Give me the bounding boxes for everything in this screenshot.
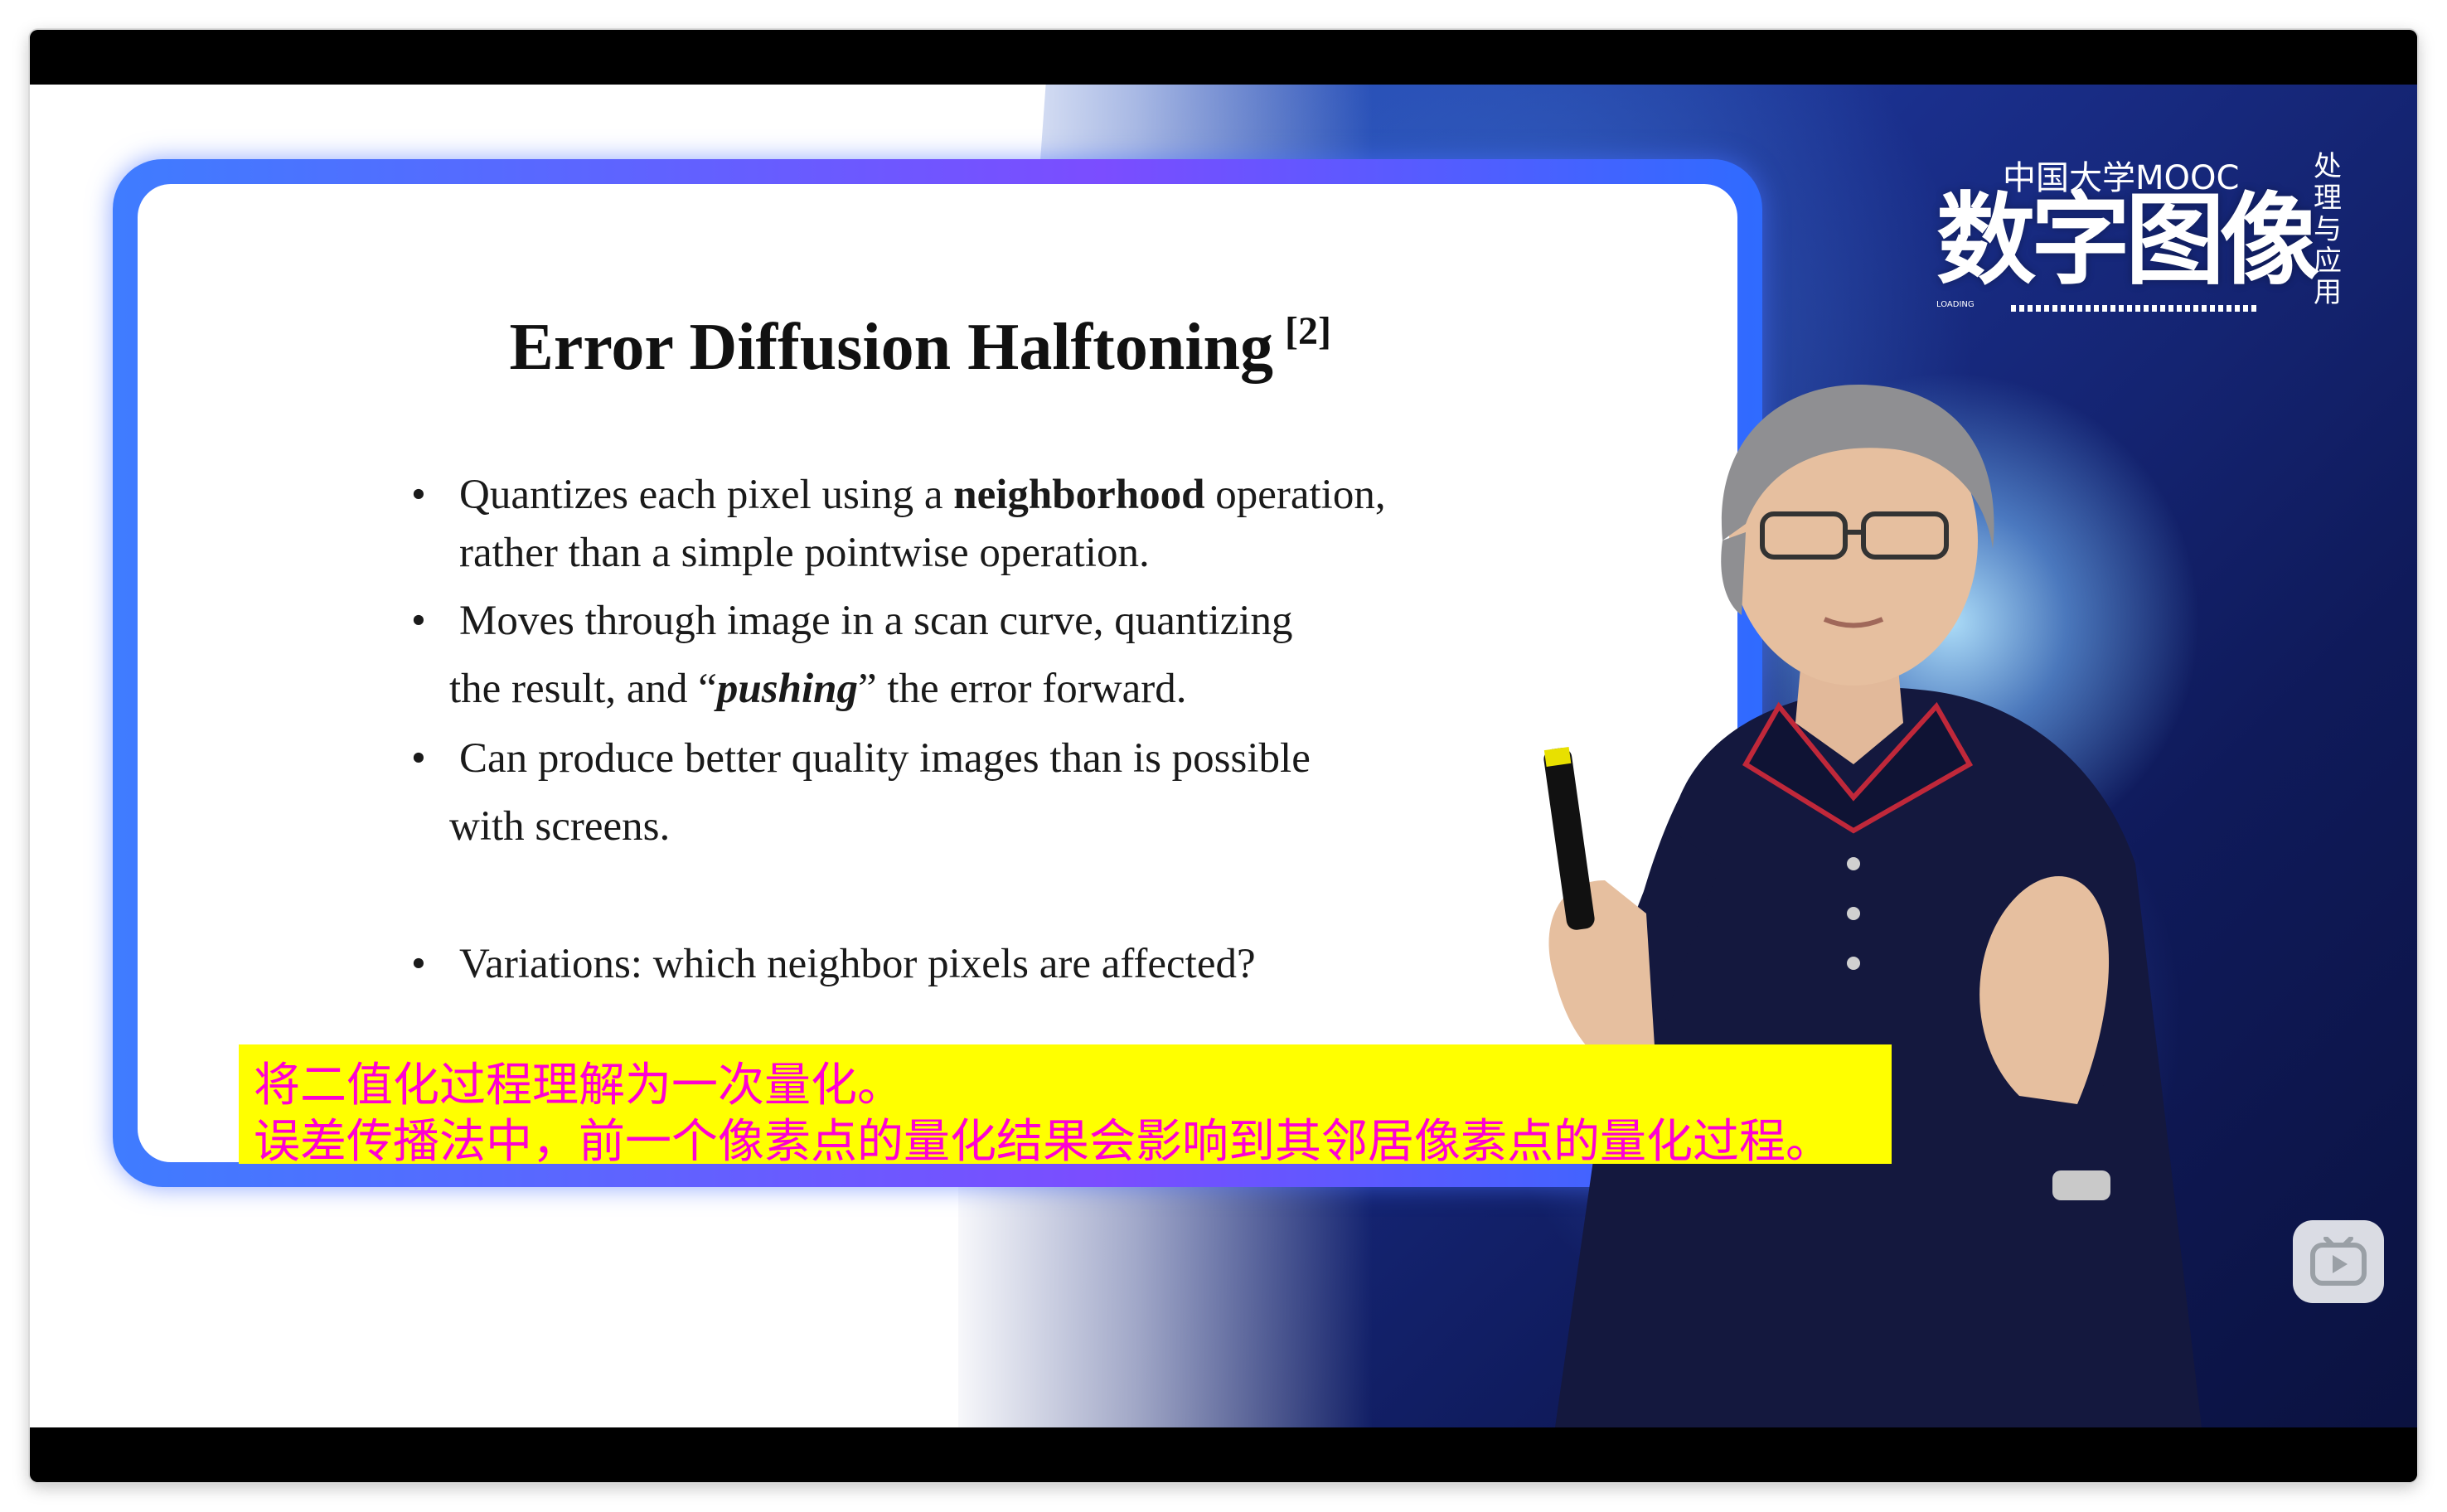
- subtitle-line-1: 将二值化过程理解为一次量化。: [254, 1059, 904, 1112]
- play-button[interactable]: [2293, 1220, 2384, 1303]
- letterbox-top: [30, 30, 2417, 85]
- slide-title: Error Diffusion Halftoning [2]: [138, 308, 1331, 385]
- bullet-text-part: Quantizes each pixel using a: [459, 472, 954, 518]
- bullet-text: Can produce better quality images than i…: [459, 735, 1311, 782]
- bullet-dot: •: [411, 735, 426, 782]
- video-window: Error Diffusion Halftoning [2] • Quantize…: [30, 30, 2417, 1482]
- logo-progress-bar: [2011, 305, 2260, 312]
- mooc-watermark: 中国大学MOOC: [2003, 159, 2240, 197]
- slide-panel: Error Diffusion Halftoning [2] • Quantize…: [138, 184, 1737, 1162]
- bullet-dot: •: [411, 598, 426, 644]
- bullet-text-part: ” the error forward.: [858, 666, 1187, 712]
- bullet-emphasis: pushing: [716, 666, 858, 712]
- logo-subtitle: 处理与应用: [2314, 150, 2342, 309]
- bullet-dot: •: [411, 472, 426, 518]
- video-frame[interactable]: Error Diffusion Halftoning [2] • Quantize…: [30, 85, 2417, 1427]
- subtitle-box: 将二值化过程理解为一次量化。 误差传播法中，前一个像素点的量化结果会影响到其邻居…: [239, 1044, 1892, 1169]
- bullet-text-part: operation,: [1204, 472, 1386, 518]
- lecturer-figure: [1543, 384, 2202, 1427]
- play-icon: [2310, 1237, 2367, 1286]
- bullet-text: Quantizes each pixel using a neighborhoo…: [459, 466, 1386, 524]
- bullet-dot: •: [411, 941, 426, 987]
- bullet-text-part: the result, and “: [449, 666, 717, 712]
- logo-loading-text: LOADING: [1936, 300, 1975, 309]
- slide-title-text: Error Diffusion Halftoning: [509, 311, 1274, 384]
- bullet-text: Moves through image in a scan curve, qua…: [459, 598, 1293, 644]
- bullet-text-line2: the result, and “pushing” the error forw…: [449, 660, 1186, 718]
- bullet-text-line2: with screens.: [449, 803, 671, 850]
- letterbox-bottom: [30, 1427, 2417, 1482]
- bullet-bold-term: neighborhood: [953, 472, 1205, 518]
- bullet-text: Variations: which neighbor pixels are af…: [459, 941, 1256, 987]
- subtitle-line-2: 误差传播法中，前一个像素点的量化结果会影响到其邻居像素点的量化过程。: [254, 1115, 1832, 1169]
- logo-title: 数字图像: [1936, 183, 2319, 298]
- bullet-text-line2: rather than a simple pointwise operation…: [459, 530, 1150, 576]
- slide-title-ref: [2]: [1285, 309, 1331, 353]
- course-logo: 数字图像 中国大学MOOC 处理与应用 LOADING: [1936, 151, 2367, 317]
